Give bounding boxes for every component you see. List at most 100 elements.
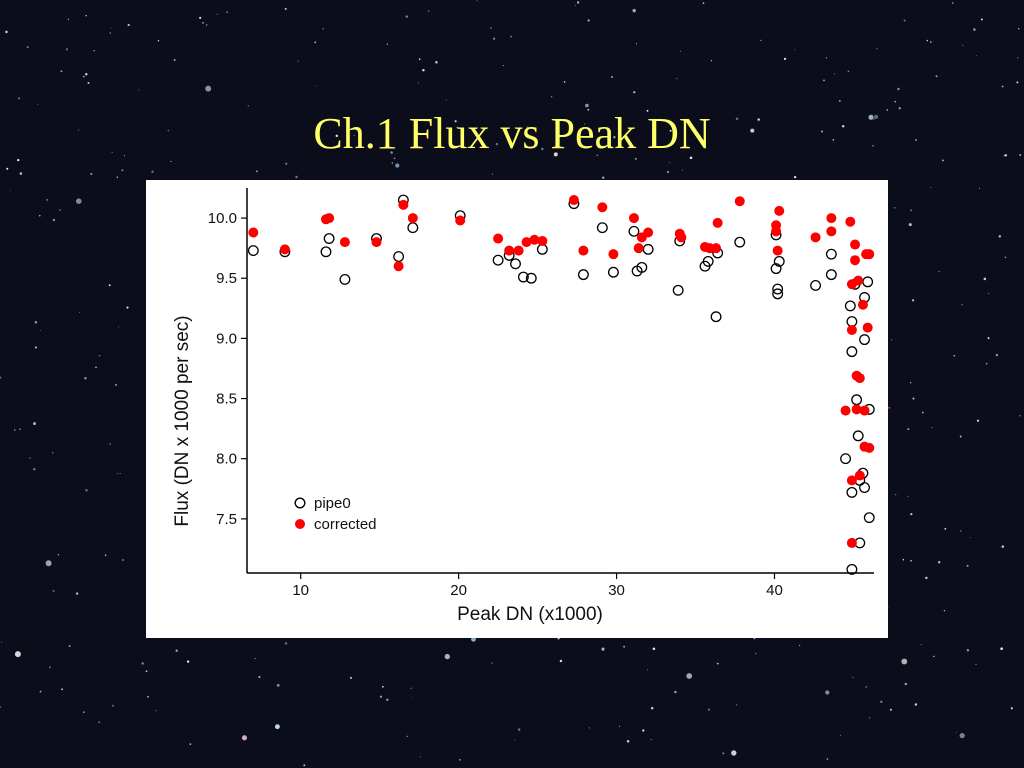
corrected-point [840, 405, 851, 416]
pipe0-point [517, 271, 529, 283]
pipe0-point [859, 334, 870, 346]
slide-title: Ch.1 Flux vs Peak DN [313, 109, 711, 158]
y-tick-label: 10.0 [208, 210, 237, 227]
pipe0-point [323, 233, 335, 244]
pipe0-point [825, 248, 837, 260]
legend-marker-corrected [295, 519, 305, 529]
series-corrected [248, 195, 875, 548]
x-tick-label: 30 [608, 582, 625, 599]
pipe0-point [510, 258, 521, 270]
corrected-point [857, 299, 868, 310]
corrected-point [850, 255, 861, 266]
pipe0-point [772, 283, 784, 295]
legend-label-pipe0: pipe0 [314, 495, 351, 512]
corrected-point [513, 245, 524, 256]
corrected-point [493, 233, 504, 244]
pipe0-point [393, 251, 405, 263]
pipe0-point [710, 311, 722, 323]
corrected-point [851, 404, 862, 415]
pipe0-point [407, 222, 419, 234]
corrected-point [859, 405, 870, 416]
pipe0-point [672, 284, 684, 296]
y-tick-label: 9.0 [216, 330, 237, 347]
pipe0-point [851, 394, 863, 406]
pipe0-point [859, 482, 870, 494]
corrected-point [279, 244, 290, 255]
corrected-point [628, 213, 639, 224]
corrected-point [324, 213, 335, 224]
corrected-point [248, 227, 259, 238]
corrected-point [608, 249, 619, 260]
corrected-point [633, 243, 644, 254]
corrected-point [339, 237, 350, 248]
pipe0-point [846, 346, 858, 358]
pipe0-point [702, 255, 714, 267]
y-tick-label: 7.5 [216, 511, 237, 528]
corrected-point [643, 227, 654, 238]
pipe0-point [852, 430, 864, 442]
pipe0-point [247, 245, 259, 257]
pipe0-point [770, 263, 782, 275]
pipe0-point [339, 273, 351, 285]
data-points [247, 194, 875, 575]
pipe0-point [840, 453, 852, 465]
corrected-point [864, 249, 875, 260]
corrected-point [845, 216, 856, 227]
corrected-point [371, 237, 382, 248]
pipe0-point [773, 255, 785, 267]
pipe0-point [846, 486, 858, 498]
pipe0-point [825, 269, 837, 281]
corrected-point [711, 243, 722, 254]
x-tick-label: 20 [450, 582, 467, 599]
corrected-point [826, 226, 837, 237]
corrected-point [853, 275, 864, 286]
pipe0-point [734, 236, 746, 248]
axes [246, 188, 874, 574]
corrected-point [864, 442, 875, 453]
corrected-point [846, 324, 857, 335]
corrected-point [676, 232, 687, 243]
x-tick-label: 40 [766, 582, 783, 599]
corrected-point [407, 213, 418, 224]
legend-marker-pipe0 [294, 497, 306, 509]
corrected-point [393, 261, 404, 272]
corrected-point [712, 217, 723, 228]
corrected-point [846, 537, 857, 548]
pipe0-point [846, 316, 858, 327]
legend: pipe0 corrected [294, 495, 377, 533]
corrected-point [854, 470, 865, 481]
pipe0-point [642, 243, 654, 255]
corrected-point [850, 239, 861, 250]
x-tick-label: 10 [292, 582, 309, 599]
corrected-point [578, 245, 589, 256]
corrected-point [537, 235, 548, 246]
y-tick-label: 8.5 [216, 391, 237, 408]
pipe0-point [607, 266, 619, 278]
pipe0-point [536, 243, 548, 255]
corrected-point [826, 213, 837, 224]
pipe0-point [772, 288, 784, 300]
pipe0-point [636, 261, 648, 273]
plot-panel: 10 20 30 40 7.5 8.0 8.5 9.0 9.5 10.0 Peak DN (x1… [146, 180, 888, 638]
legend-label-corrected: corrected [314, 516, 377, 533]
y-tick-label: 8.0 [216, 451, 237, 468]
corrected-point [597, 202, 608, 213]
corrected-point [854, 373, 865, 384]
pipe0-point [863, 512, 875, 524]
scatter-chart: 10 20 30 40 7.5 8.0 8.5 9.0 9.5 10.0 Peak DN (x1… [172, 188, 875, 625]
corrected-point [734, 196, 745, 207]
corrected-point [529, 234, 540, 245]
pipe0-point [492, 254, 504, 266]
pipe0-point [628, 225, 640, 237]
y-axis-label: Flux (DN x 1000 per sec) [172, 315, 193, 526]
pipe0-point [577, 269, 589, 281]
pipe0-point [525, 272, 537, 284]
y-ticks: 7.5 8.0 8.5 9.0 9.5 10.0 [208, 210, 247, 528]
corrected-point [771, 226, 782, 237]
pipe0-point [862, 276, 874, 288]
pipe0-point [846, 563, 858, 575]
corrected-point [521, 237, 532, 248]
x-axis-label: Peak DN (x1000) [457, 604, 603, 625]
x-ticks: 10 20 30 40 [292, 573, 783, 599]
corrected-point [772, 245, 783, 256]
